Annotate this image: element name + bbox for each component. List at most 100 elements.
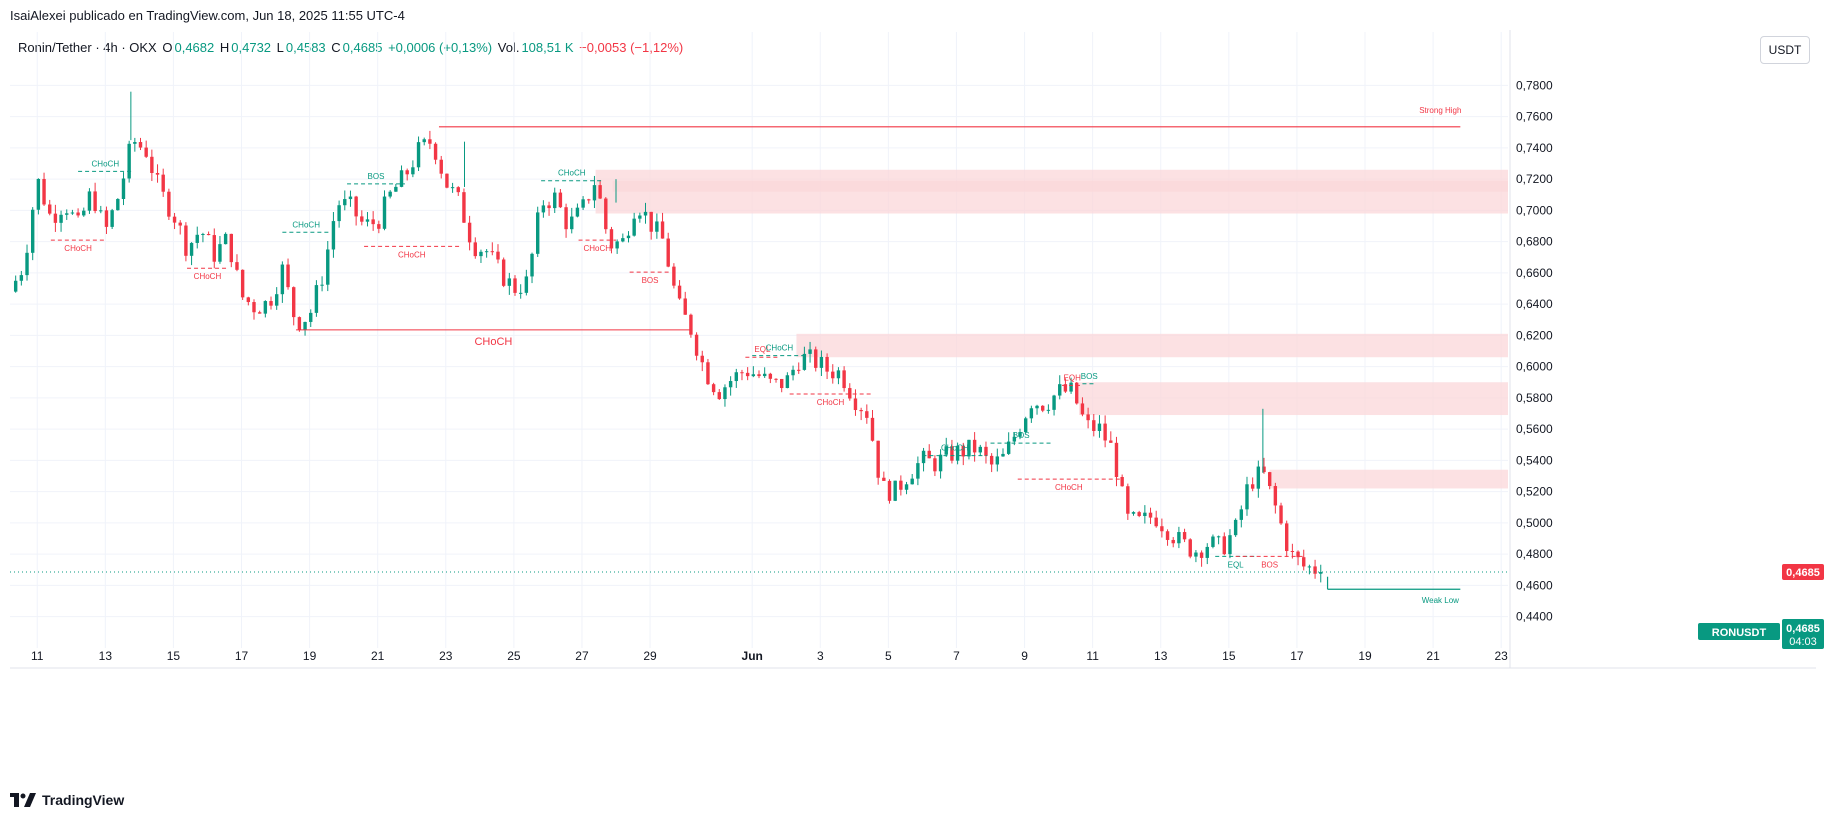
candle-body — [48, 204, 52, 214]
candle-body — [246, 297, 251, 303]
candle-body — [155, 172, 160, 175]
candle-body — [297, 317, 302, 331]
candle-body — [1035, 405, 1039, 409]
candle-body — [638, 215, 642, 219]
candle-body — [507, 278, 512, 286]
x-tick-label: 29 — [643, 649, 657, 663]
tradingview-logo-icon — [10, 793, 36, 807]
candle-body — [286, 264, 290, 288]
candle-body — [30, 209, 35, 253]
open-label: O — [162, 40, 173, 55]
y-tick-label: 0,6600 — [1516, 266, 1553, 280]
candle-body — [235, 262, 239, 270]
candle-body — [467, 222, 472, 243]
symbol-name[interactable]: Ronin/Tether · 4h · OKX — [18, 40, 157, 55]
candle-body — [184, 225, 188, 256]
candle-body — [989, 455, 994, 465]
candle-body — [104, 210, 109, 227]
candle-body — [1313, 566, 1317, 574]
candle-body — [371, 219, 375, 225]
y-tick-label: 0,5000 — [1516, 516, 1553, 530]
candle-body — [93, 191, 97, 212]
candle-body — [927, 450, 931, 459]
candle-body — [961, 445, 965, 457]
candle-body — [1239, 509, 1244, 520]
price-chart[interactable]: 0,7800 0,7600 0,7400 0,7200 0,7000 0,6800 0,66… — [0, 0, 1826, 780]
candle-body — [1006, 441, 1011, 454]
candle-body — [649, 211, 653, 232]
candle-body — [882, 477, 886, 481]
structure-label: CHoCH — [398, 250, 426, 259]
candle-body — [677, 285, 682, 299]
candle-body — [1199, 552, 1204, 558]
candle-body — [564, 207, 568, 230]
candle-body — [802, 353, 807, 370]
last-price-tag — [1782, 564, 1824, 581]
candle-body — [944, 446, 948, 455]
countdown-label: 04:03 — [1789, 636, 1817, 648]
candle-body — [1063, 384, 1068, 392]
structure-label: CHoCH — [558, 169, 586, 178]
structure-label: CHoCH — [194, 272, 222, 281]
candle-body — [785, 375, 790, 389]
candle-body — [558, 192, 563, 208]
candle-body — [127, 143, 131, 179]
brand-name: TradingView — [42, 792, 125, 808]
candle-body — [1165, 531, 1170, 540]
candle-body — [343, 199, 347, 206]
candle-body — [99, 210, 103, 212]
candle-body — [967, 439, 971, 457]
candle-body — [178, 222, 182, 226]
currency-button[interactable]: USDT — [1760, 36, 1810, 64]
x-tick-label: 21 — [371, 649, 385, 663]
candle-body — [876, 440, 880, 478]
x-tick-label: 19 — [1358, 649, 1372, 663]
candle-body — [757, 374, 761, 377]
x-tick-label: 21 — [1426, 649, 1440, 663]
candle-body — [201, 233, 205, 235]
candle-body — [745, 372, 750, 377]
structure-label: CHoCH — [1055, 483, 1083, 492]
candle-body — [1109, 440, 1113, 443]
candle-body — [484, 251, 489, 253]
candle-body — [263, 301, 268, 314]
candle-body — [615, 241, 619, 249]
x-tick-label: 27 — [575, 649, 589, 663]
candle-body — [218, 244, 222, 262]
candle-body — [82, 210, 86, 216]
candle-body — [887, 480, 892, 501]
symbol-tag — [1698, 623, 1780, 640]
candle-body — [65, 213, 69, 215]
candle-body — [666, 238, 670, 267]
candle-body — [1228, 535, 1232, 555]
structure-label: CHoCH — [474, 336, 512, 348]
x-tick-label: 13 — [99, 649, 113, 663]
candle-body — [899, 480, 903, 490]
x-tick-label: 19 — [303, 649, 317, 663]
candle-body — [496, 251, 500, 260]
candle-body — [689, 314, 693, 335]
candle-body — [819, 356, 824, 368]
candle-body — [575, 207, 580, 217]
candle-body — [25, 252, 29, 276]
candle-body — [904, 484, 909, 490]
y-tick-label: 0,7400 — [1516, 141, 1553, 155]
candle-body — [87, 191, 92, 211]
tradingview-brand[interactable]: TradingView — [10, 792, 124, 808]
candle-body — [1075, 382, 1079, 404]
candle-body — [1046, 409, 1051, 411]
candle-body — [842, 370, 846, 389]
candle-body — [269, 301, 273, 306]
candle-body — [320, 284, 324, 286]
candle-body — [1120, 477, 1124, 487]
candle-body — [337, 205, 341, 222]
candle-body — [791, 369, 795, 376]
price-change: +0,0006 (+0,13%) — [388, 40, 493, 55]
candle-body — [331, 221, 336, 250]
candle-body — [354, 196, 358, 217]
y-tick-label: 0,6800 — [1516, 235, 1553, 249]
structure-label: EQH — [1064, 373, 1082, 382]
candle-body — [1126, 486, 1130, 514]
candle-body — [405, 170, 409, 175]
candle-body — [1171, 539, 1175, 544]
